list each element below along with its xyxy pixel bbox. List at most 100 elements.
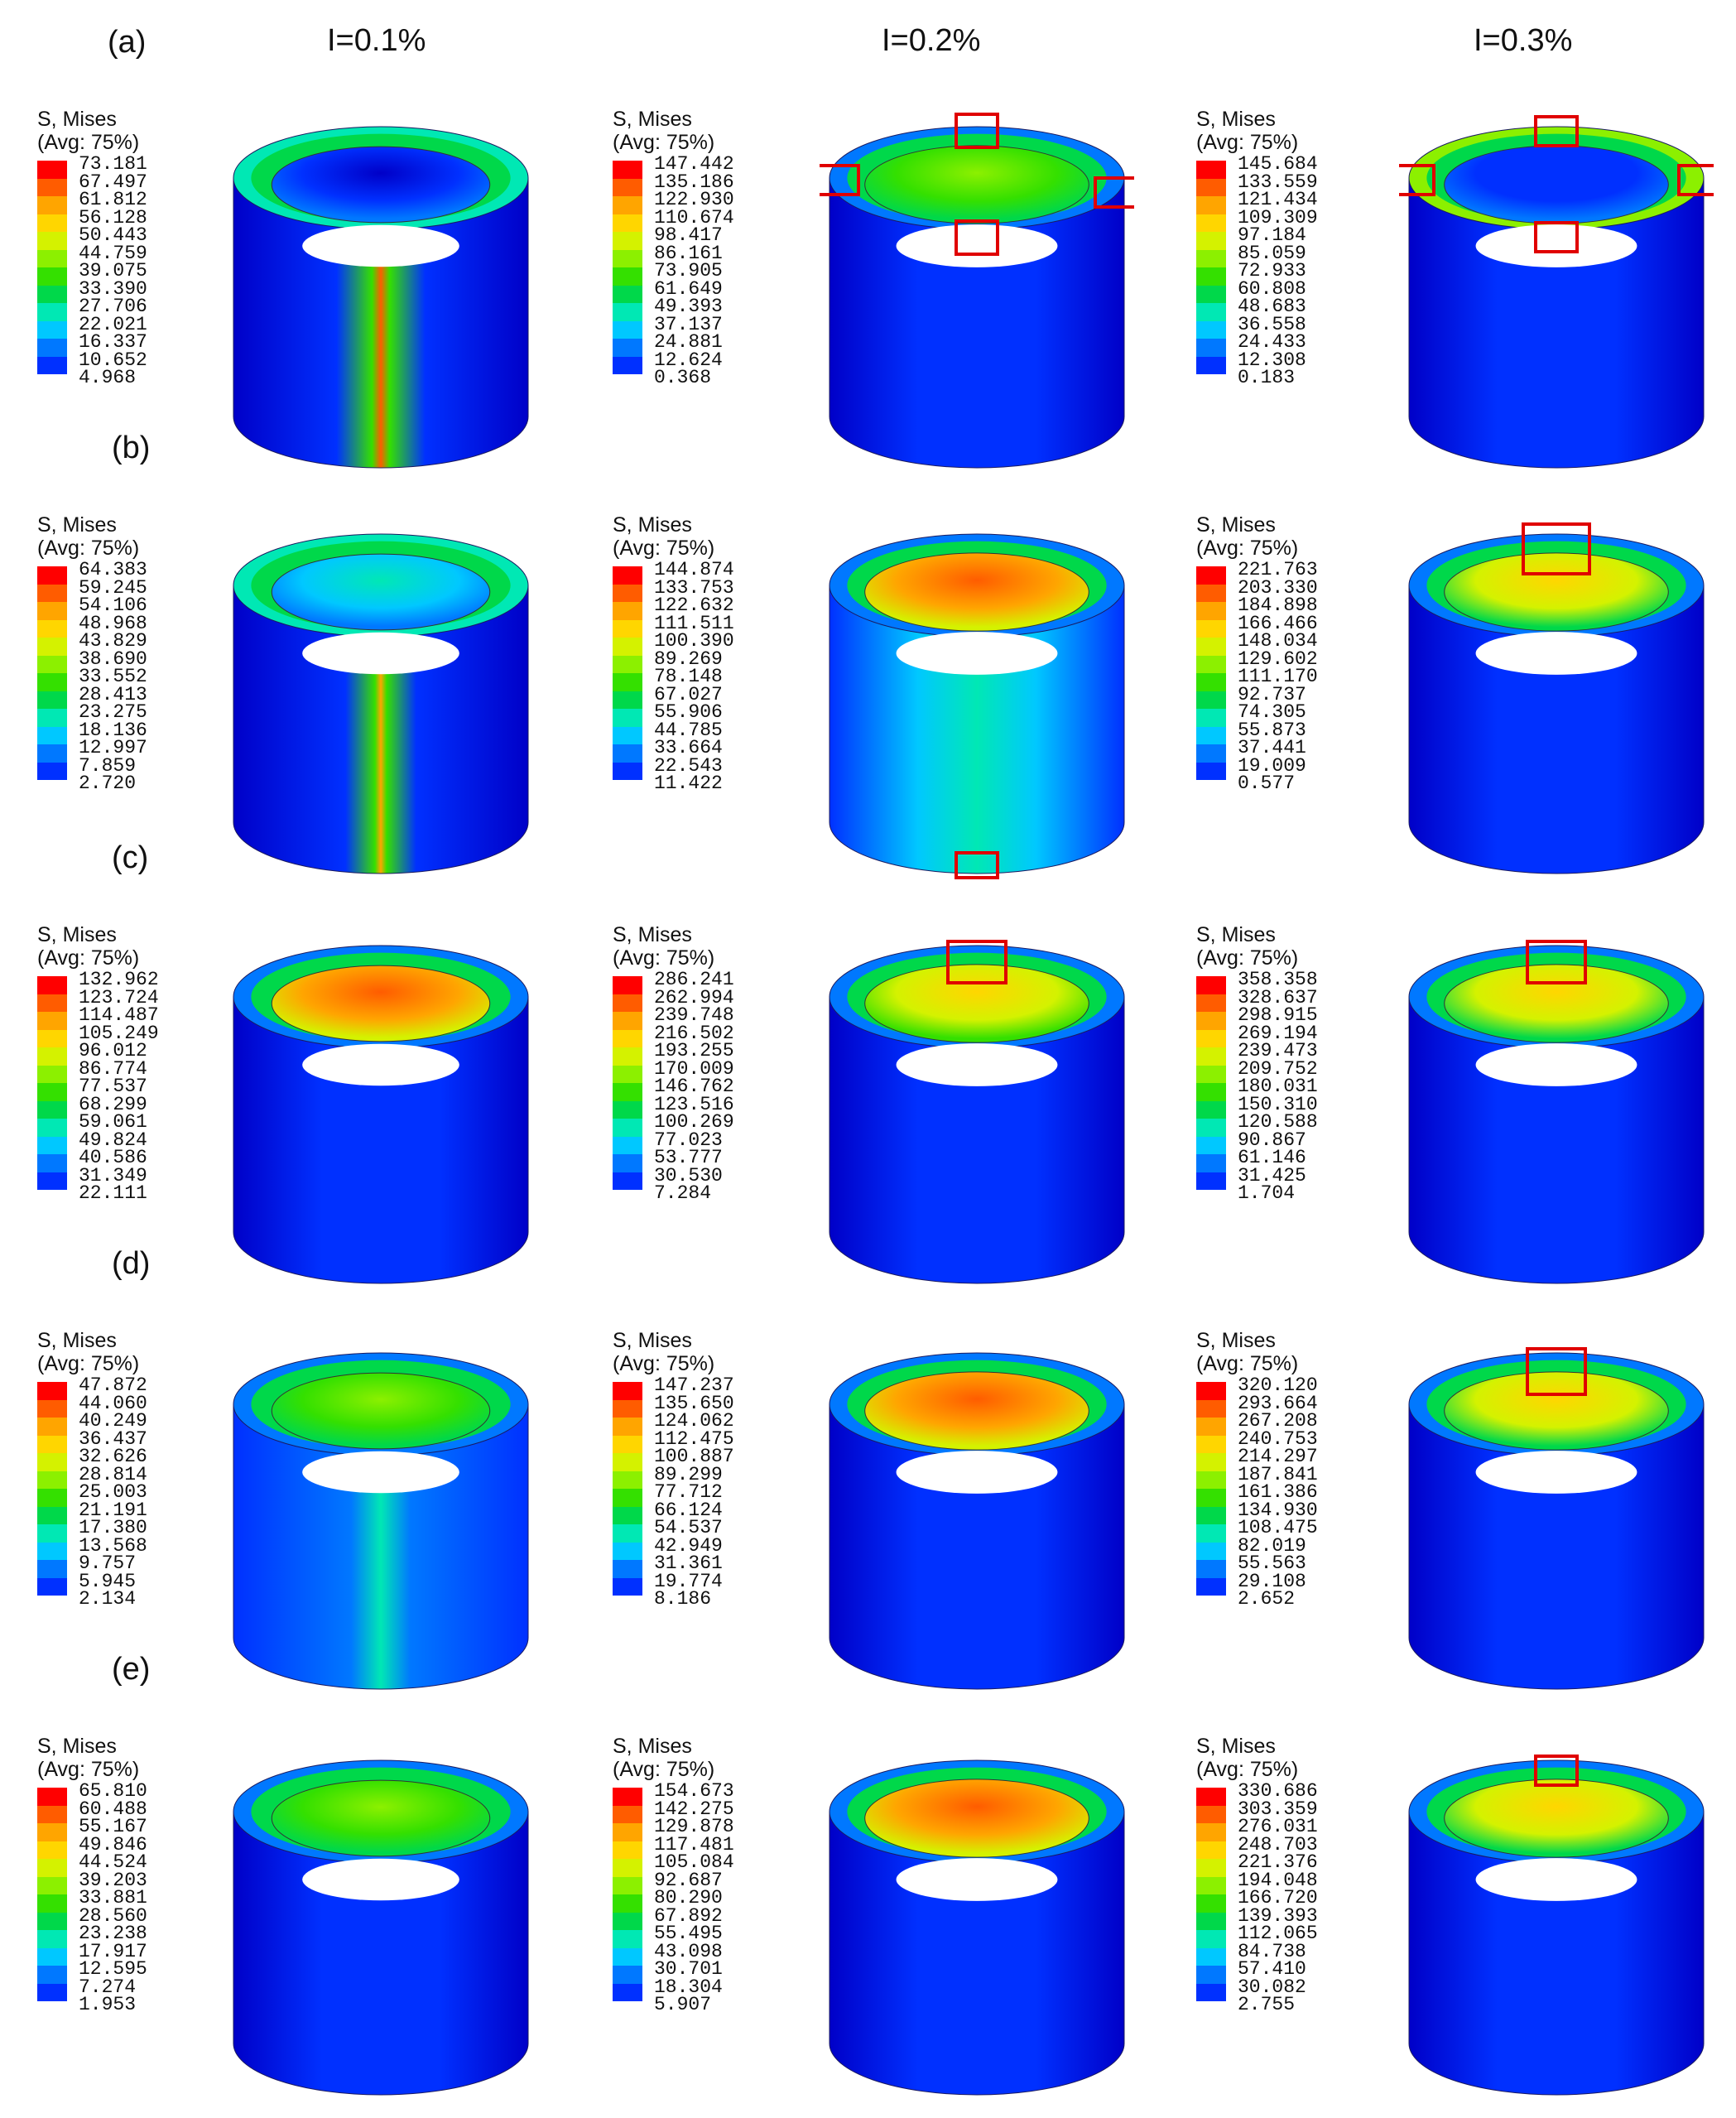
colorbar-cell xyxy=(37,1435,67,1453)
legend-values: 330.686 303.359 276.031 248.703 221.376 194.0… xyxy=(1238,1780,1318,2015)
colorbar-cell xyxy=(1196,285,1226,303)
colorbar-cell xyxy=(613,1489,642,1507)
colorbar-cell xyxy=(1196,1083,1226,1101)
damage-highlight-box xyxy=(946,940,1007,984)
colorbar-cell xyxy=(1196,1894,1226,1913)
stress-contour-cylinder xyxy=(829,940,1125,1284)
legend-values: 147.442 135.186 122.930 110.674 98.417 86.161… xyxy=(654,155,734,387)
legend-value: 293.664 xyxy=(1238,1392,1318,1414)
legend-value: 161.386 xyxy=(1238,1481,1318,1503)
legend-value: 2.134 xyxy=(79,1588,137,1610)
colorbar-cell xyxy=(1196,1506,1226,1524)
legend-value: 117.481 xyxy=(654,1833,734,1856)
colorbar-cell xyxy=(1196,1966,1226,1984)
legend-value: 36.558 xyxy=(1238,313,1306,335)
colorbar-cell xyxy=(1196,655,1226,673)
legend-title: S, Mises xyxy=(37,1329,117,1352)
colorbar-cell xyxy=(1196,1100,1226,1119)
legend-value: 25.003 xyxy=(79,1481,147,1503)
colorbar-cell xyxy=(613,339,642,357)
colorbar xyxy=(37,161,67,374)
legend-value: 142.275 xyxy=(654,1798,734,1820)
legend-value: 31.425 xyxy=(1238,1164,1306,1187)
legend-value: 303.359 xyxy=(1238,1798,1318,1820)
legend-values: 145.684 133.559 121.434 109.309 97.184 85.059… xyxy=(1238,153,1318,387)
colorbar-cell xyxy=(37,762,67,780)
colorbar-cell xyxy=(1196,638,1226,656)
cylinder-inner-wall xyxy=(1444,552,1669,632)
legend-value: 122.930 xyxy=(654,189,734,210)
legend-value: 43.829 xyxy=(79,630,147,652)
cylinder-bottom-opening xyxy=(896,1451,1058,1494)
colorbar-cell xyxy=(1196,1471,1226,1489)
legend-subtitle: (Avg: 75%) xyxy=(613,1758,715,1781)
legend-value: 2.720 xyxy=(79,773,137,794)
colorbar-cell xyxy=(613,285,642,303)
stress-contour-cylinder xyxy=(1408,1347,1705,1690)
cylinder-inner-wall xyxy=(864,145,1089,224)
colorbar-cell xyxy=(37,1805,67,1823)
legend-value: 135.186 xyxy=(654,171,734,193)
colorbar-cell xyxy=(37,1119,67,1137)
legend-title: S, Mises xyxy=(37,108,117,131)
legend-value: 19.774 xyxy=(654,1570,723,1592)
legend-value: 123.516 xyxy=(654,1093,734,1115)
legend-values: 358.358 328.637 298.915 269.194 239.473 209.7… xyxy=(1238,970,1318,1204)
legend-value: 11.422 xyxy=(654,773,723,794)
colorbar-cell xyxy=(37,1788,67,1806)
legend-value: 97.184 xyxy=(1238,224,1306,246)
legend-value: 47.872 xyxy=(79,1374,147,1396)
colorbar-cell xyxy=(613,726,642,744)
cylinder-bottom-opening xyxy=(896,1858,1058,1901)
legend-value: 12.308 xyxy=(1238,349,1306,371)
colorbar-cell xyxy=(1196,1029,1226,1047)
legend-value: 221.763 xyxy=(1238,559,1318,580)
legend-subtitle: (Avg: 75%) xyxy=(1196,946,1299,970)
colorbar-cell xyxy=(37,1453,67,1471)
cylinder-inner-wall xyxy=(864,1371,1089,1451)
cylinder-bottom-opening xyxy=(302,1451,459,1494)
colorbar xyxy=(37,1382,67,1596)
colorbar-cell xyxy=(37,1912,67,1930)
colorbar-cell xyxy=(1196,320,1226,339)
colorbar-cell xyxy=(613,1983,642,2001)
colorbar-cell xyxy=(1196,1399,1226,1418)
cylinder-inner-wall xyxy=(864,964,1089,1043)
colorbar xyxy=(1196,566,1226,780)
legend-value: 19.009 xyxy=(1238,754,1306,777)
legend-value: 1.704 xyxy=(1238,1182,1296,1204)
colorbar-cell xyxy=(37,1172,67,1190)
colorbar-cell xyxy=(613,320,642,339)
colorbar-cell xyxy=(1196,214,1226,232)
legend-value: 166.720 xyxy=(1238,1887,1318,1909)
legend-value: 72.933 xyxy=(1238,260,1306,282)
stress-contour-cylinder xyxy=(233,533,529,874)
legend-value: 98.417 xyxy=(654,224,723,246)
legend-value: 146.762 xyxy=(654,1076,734,1097)
legend-values: 147.237 135.650 124.062 112.475 100.887 89.29… xyxy=(654,1376,734,1609)
legend-value: 24.881 xyxy=(654,331,723,353)
legend-value: 49.824 xyxy=(79,1129,147,1151)
cylinder-inner-wall xyxy=(864,1779,1089,1858)
colorbar-cell xyxy=(613,655,642,673)
colorbar-cell xyxy=(37,655,67,673)
legend-value: 286.241 xyxy=(654,969,734,990)
column-header-3: I=0.3% xyxy=(1474,23,1573,58)
damage-highlight-box xyxy=(1534,1755,1579,1787)
legend-value: 145.684 xyxy=(1238,153,1318,175)
legend-value: 328.637 xyxy=(1238,986,1318,1008)
damage-highlight-box xyxy=(955,113,999,149)
legend-value: 13.568 xyxy=(79,1534,147,1557)
legend-value: 330.686 xyxy=(1238,1780,1318,1802)
legend-value: 92.687 xyxy=(654,1869,723,1891)
colorbar-cell xyxy=(37,232,67,250)
legend-value: 42.949 xyxy=(654,1534,723,1557)
legend-value: 10.652 xyxy=(79,349,147,371)
legend-value: 36.437 xyxy=(79,1427,147,1450)
legend-value: 55.563 xyxy=(1238,1552,1306,1574)
colorbar-cell xyxy=(37,744,67,763)
legend-value: 30.082 xyxy=(1238,1976,1306,1998)
legend-value: 111.511 xyxy=(654,612,734,634)
legend-value: 68.299 xyxy=(79,1093,147,1115)
cylinder-bottom-opening xyxy=(1475,1858,1637,1901)
